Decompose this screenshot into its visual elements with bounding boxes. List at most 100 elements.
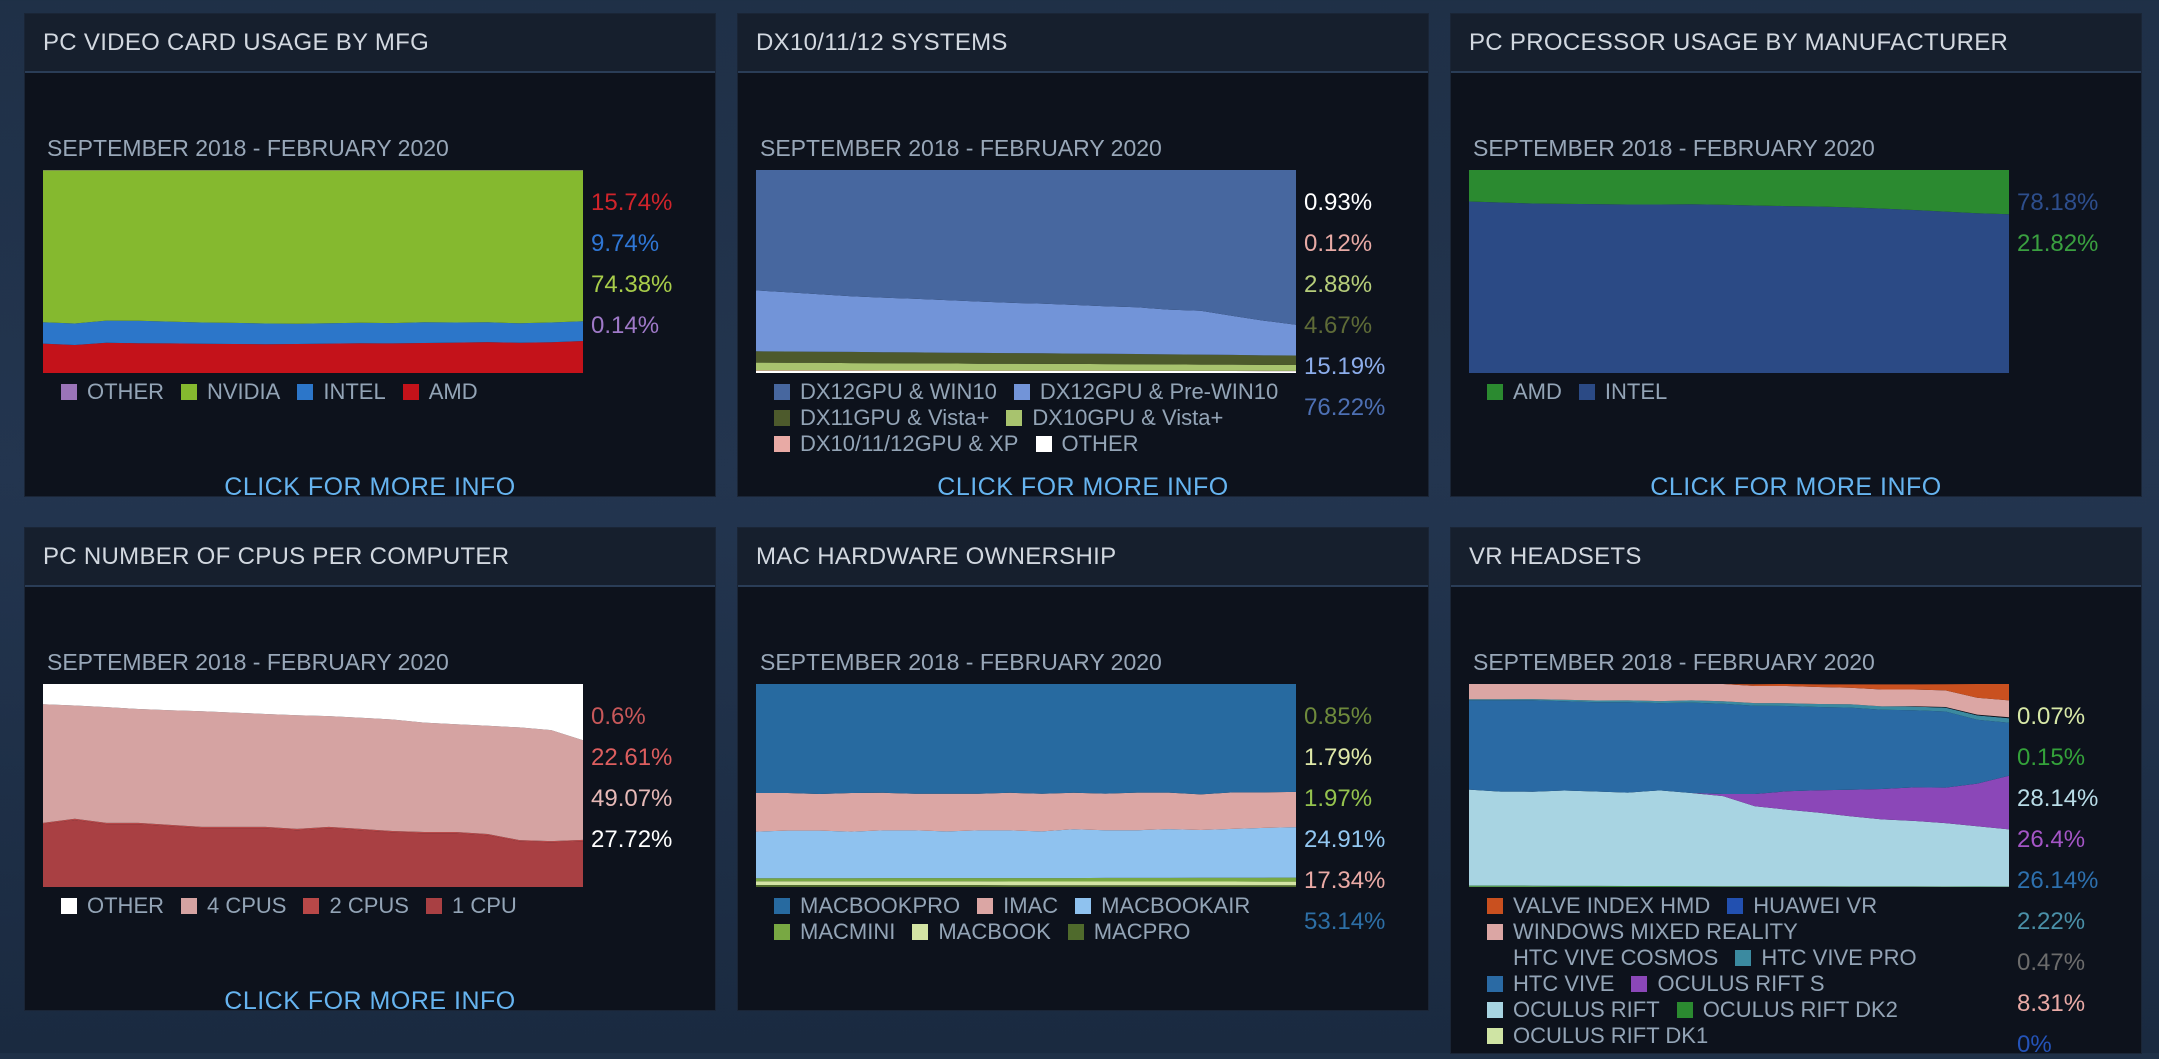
legend-item[interactable]: 2 CPUS [303,893,408,919]
date-range: SEPTEMBER 2018 - FEBRUARY 2020 [760,135,1162,162]
legend-item[interactable]: HTC VIVE COSMOS [1487,945,1718,971]
legend-row: HTC VIVE COSMOS HTC VIVE PRO [1487,945,2127,971]
value-label: 0.14% [591,312,659,340]
area-chart[interactable] [43,170,583,373]
panel-title: DX10/11/12 SYSTEMS [738,14,1428,73]
more-info-link[interactable]: CLICK FOR MORE INFO [1451,473,2141,502]
area-series-macbookpro[interactable] [756,684,1296,794]
legend-swatch [426,898,442,914]
value-label: 26.4% [2017,826,2085,854]
area-series-nvidia[interactable] [43,170,583,323]
legend-item[interactable]: 1 CPU [426,893,517,919]
legend-row: HTC VIVE OCULUS RIFT S [1487,971,2127,997]
legend-label: IMAC [1003,893,1058,918]
legend-item[interactable]: INTEL [1579,379,1667,405]
area-series-macbookair[interactable] [756,827,1296,878]
legend-swatch [1487,1028,1503,1044]
value-label: 1.97% [1304,785,1372,813]
legend-item[interactable]: NVIDIA [181,379,280,405]
legend-label: 4 CPUS [207,893,286,918]
date-range: SEPTEMBER 2018 - FEBRUARY 2020 [760,649,1162,676]
legend-item[interactable]: HUAWEI VR [1727,893,1877,919]
legend-swatch [774,924,790,940]
legend-item[interactable]: MACBOOKAIR [1075,893,1250,919]
area-series-macbook[interactable] [756,881,1296,885]
legend-item[interactable]: MACBOOKPRO [774,893,960,919]
legend-label: INTEL [1605,379,1667,404]
legend-swatch [1677,1002,1693,1018]
legend-item[interactable]: WINDOWS MIXED REALITY [1487,919,1798,945]
legend-item[interactable]: DX12GPU & Pre-WIN10 [1014,379,1278,405]
area-chart[interactable] [1469,170,2009,373]
more-info-link[interactable]: CLICK FOR MORE INFO [738,473,1428,502]
legend-label: DX12GPU & Pre-WIN10 [1040,379,1278,404]
legend-swatch [303,898,319,914]
area-chart[interactable] [43,684,583,887]
legend-item[interactable]: OTHER [61,379,164,405]
legend-item[interactable]: DX11GPU & Vista+ [774,405,989,431]
legend-label: MACBOOKPRO [800,893,960,918]
legend-label: 2 CPUS [329,893,408,918]
area-series-intel[interactable] [1469,202,2009,374]
legend-swatch [1487,924,1503,940]
value-label: 0.93% [1304,189,1372,217]
legend-label: DX10GPU & Vista+ [1032,405,1223,430]
legend-item[interactable]: OCULUS RIFT DK1 [1487,1023,1708,1049]
panel-title: MAC HARDWARE OWNERSHIP [738,528,1428,587]
area-series-other[interactable] [756,371,1296,373]
date-range: SEPTEMBER 2018 - FEBRUARY 2020 [47,135,449,162]
panel-vr-headsets: VR HEADSETS SEPTEMBER 2018 - FEBRUARY 20… [1451,528,2141,1053]
legend-item[interactable]: DX10GPU & Vista+ [1006,405,1223,431]
legend-row: MACMINI MACBOOK MACPRO [774,919,1414,945]
legend-swatch [1631,976,1647,992]
area-chart[interactable] [1469,684,2009,887]
legend-item[interactable]: OCULUS RIFT DK2 [1677,997,1898,1023]
legend-swatch [774,898,790,914]
legend-item[interactable]: INTEL [297,379,385,405]
legend-item[interactable]: OTHER [1036,431,1139,457]
legend-row: DX10/11/12GPU & XP OTHER [774,431,1414,457]
legend-item[interactable]: OTHER [61,893,164,919]
value-label: 2.88% [1304,271,1372,299]
legend-item[interactable]: DX10/11/12GPU & XP [774,431,1019,457]
legend-item[interactable]: AMD [403,379,478,405]
legend-item[interactable]: HTC VIVE [1487,971,1614,997]
area-series-macpro[interactable] [756,885,1296,887]
value-label: 0.07% [2017,703,2085,731]
legend-item[interactable]: OCULUS RIFT S [1631,971,1824,997]
area-series-amd[interactable] [43,341,583,373]
legend-item[interactable]: OCULUS RIFT [1487,997,1660,1023]
value-label: 49.07% [591,785,672,813]
area-chart[interactable] [756,684,1296,887]
more-info-link[interactable]: CLICK FOR MORE INFO [25,473,715,502]
value-label: 0.85% [1304,703,1372,731]
value-label: 74.38% [591,271,672,299]
legend-item[interactable]: MACMINI [774,919,895,945]
legend-item[interactable]: VALVE INDEX HMD [1487,893,1710,919]
legend-label: OTHER [1062,431,1139,456]
legend-row: OTHER 4 CPUS 2 CPUS 1 CPU [61,893,701,919]
area-series-intel[interactable] [43,321,583,345]
legend-item[interactable]: 4 CPUS [181,893,286,919]
legend-item[interactable]: AMD [1487,379,1562,405]
area-series-htc-vive[interactable] [1469,700,2009,794]
legend-label: DX12GPU & WIN10 [800,379,997,404]
legend-item[interactable]: IMAC [977,893,1058,919]
date-range: SEPTEMBER 2018 - FEBRUARY 2020 [1473,649,1875,676]
legend-label: INTEL [323,379,385,404]
legend-item[interactable]: MACBOOK [912,919,1050,945]
legend-label: MACBOOKAIR [1101,893,1250,918]
legend-item[interactable]: HTC VIVE PRO [1735,945,1916,971]
legend-item[interactable]: DX12GPU & WIN10 [774,379,997,405]
area-chart[interactable] [756,170,1296,373]
value-label: 28.14% [2017,785,2098,813]
panel-video-card: PC VIDEO CARD USAGE BY MFG SEPTEMBER 201… [25,14,715,496]
value-label: 4.67% [1304,312,1372,340]
legend-label: OCULUS RIFT S [1657,971,1824,996]
panel-title: PC VIDEO CARD USAGE BY MFG [25,14,715,73]
date-range: SEPTEMBER 2018 - FEBRUARY 2020 [1473,135,1875,162]
legend-item[interactable]: MACPRO [1068,919,1191,945]
area-series-imac[interactable] [756,792,1296,832]
more-info-link[interactable]: CLICK FOR MORE INFO [25,987,715,1016]
